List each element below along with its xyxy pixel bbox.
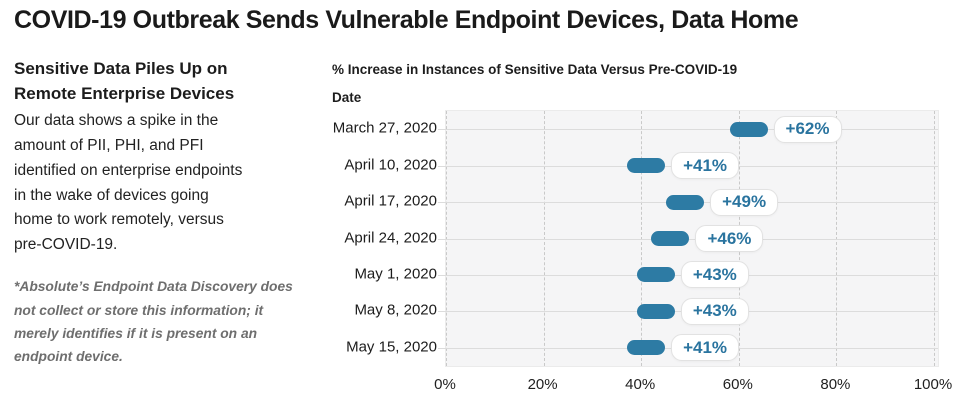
x-tick-label: 40% <box>625 376 656 393</box>
value-label-badge: +49% <box>710 188 779 216</box>
plot-area: +62% +41% +49% +46% +43% +43% +41% <box>438 110 939 367</box>
section-description: Our data shows a spike in the amount of … <box>14 112 243 254</box>
row-line <box>438 129 938 131</box>
data-marker <box>627 340 666 356</box>
category-axis-labels: March 27, 2020 April 10, 2020 April 17, 20… <box>330 60 437 400</box>
date-label: May 15, 2020 <box>346 338 437 356</box>
data-marker <box>627 158 666 174</box>
value-label-badge: +62% <box>773 115 842 143</box>
left-panel: Sensitive Data Piles Up on Remote Enterp… <box>14 57 319 369</box>
x-tick-label: 0% <box>434 376 456 393</box>
data-marker <box>729 121 768 137</box>
value-label-badge: +41% <box>671 334 740 362</box>
date-label: April 17, 2020 <box>344 192 437 210</box>
data-marker <box>636 267 675 283</box>
data-marker <box>636 303 675 319</box>
section-heading: Sensitive Data Piles Up on Remote Enterp… <box>14 59 235 103</box>
date-label: May 8, 2020 <box>354 301 437 319</box>
data-marker <box>666 194 705 210</box>
date-label: March 27, 2020 <box>332 119 437 137</box>
x-tick-label: 20% <box>527 376 558 393</box>
x-tick-label: 100% <box>913 376 953 393</box>
chart-panel: % Increase in Instances of Sensitive Dat… <box>330 60 952 400</box>
date-label: April 10, 2020 <box>344 156 437 174</box>
data-marker <box>651 231 690 246</box>
date-label: May 1, 2020 <box>354 265 437 283</box>
chart-title: % Increase in Instances of Sensitive Dat… <box>332 62 738 77</box>
page-title: COVID-19 Outbreak Sends Vulnerable Endpo… <box>14 6 799 34</box>
category-axis-title: Date <box>332 90 362 105</box>
value-label-badge: +43% <box>680 261 749 289</box>
value-label-badge: +41% <box>671 152 740 180</box>
footnote-text: *Absolute’s Endpoint Data Discovery does… <box>14 279 293 365</box>
x-tick-label: 60% <box>722 376 753 393</box>
value-label-badge: +43% <box>680 297 749 325</box>
value-label-badge: +46% <box>695 225 764 252</box>
x-tick-label: 80% <box>820 376 851 393</box>
date-label: April 24, 2020 <box>344 229 437 246</box>
